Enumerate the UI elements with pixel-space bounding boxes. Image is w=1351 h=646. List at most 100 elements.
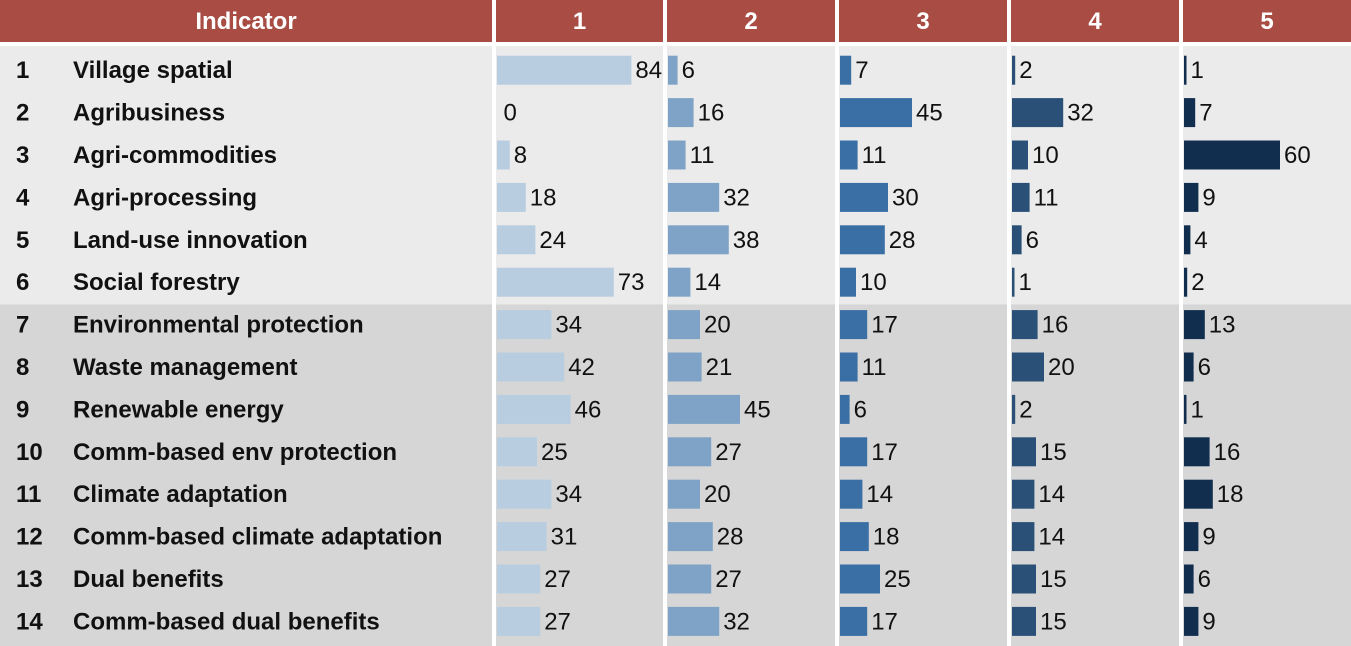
bar-col-5 (1184, 479, 1213, 509)
bar-col-3 (840, 394, 850, 424)
table-row: 8 Waste management 42 21 11 20 6 (16, 352, 1211, 382)
value-label: 30 (892, 184, 919, 211)
bar-col-3 (840, 140, 858, 170)
value-label: 84 (635, 57, 662, 84)
bar-col-5 (1184, 310, 1205, 340)
value-label: 16 (1214, 439, 1241, 466)
value-label: 27 (715, 439, 742, 466)
value-label: 11 (862, 142, 887, 169)
row-number: 10 (16, 439, 43, 466)
value-label: 25 (884, 566, 911, 593)
bar-col-2 (668, 267, 691, 297)
value-label: 17 (871, 439, 898, 466)
value-label: 2 (1019, 396, 1032, 423)
value-label: 18 (530, 184, 557, 211)
value-label: 6 (1026, 227, 1039, 254)
bar-col-4 (1012, 394, 1016, 424)
table-row: 14 Comm-based dual benefits 27 32 17 15 9 (16, 606, 1216, 636)
bar-col-1 (497, 522, 547, 552)
indicator-label: Agri-processing (73, 184, 257, 211)
table-row: 4 Agri-processing 18 32 30 11 9 (16, 182, 1216, 212)
bar-col-2 (668, 437, 712, 467)
bar-col-1 (497, 182, 526, 212)
bar-col-4 (1012, 140, 1028, 170)
header-divider (0, 42, 1351, 46)
bar-col-1 (497, 606, 541, 636)
row-number: 8 (16, 354, 29, 381)
indicator-label: Waste management (73, 354, 298, 381)
value-label: 20 (704, 312, 731, 339)
bar-col-5 (1184, 352, 1194, 382)
value-label: 73 (618, 269, 645, 296)
table-header: Indicator 1 2 3 4 5 (0, 0, 1351, 42)
bar-col-4 (1012, 479, 1035, 509)
value-label: 24 (539, 227, 566, 254)
value-label: 1 (1019, 269, 1032, 296)
indicator-label: Environmental protection (73, 312, 364, 339)
value-label: 28 (889, 227, 916, 254)
value-label: 11 (690, 142, 715, 169)
indicator-label: Renewable energy (73, 396, 284, 423)
bar-col-5 (1184, 606, 1199, 636)
bar-col-1 (497, 564, 541, 594)
bar-col-4 (1012, 437, 1036, 467)
bar-col-3 (840, 98, 912, 128)
bar-col-5 (1184, 182, 1199, 212)
bar-col-4 (1012, 98, 1064, 128)
bar-col-4 (1012, 267, 1015, 297)
indicator-label: Comm-based dual benefits (73, 608, 380, 635)
value-label: 14 (694, 269, 721, 296)
bar-col-1 (497, 394, 571, 424)
value-label: 16 (1042, 312, 1069, 339)
bar-col-3 (840, 55, 852, 85)
value-label: 17 (871, 608, 898, 635)
value-label: 46 (575, 396, 602, 423)
bar-col-2 (668, 352, 702, 382)
bar-col-5 (1184, 98, 1196, 128)
bar-col-5 (1184, 55, 1187, 85)
bar-col-3 (840, 606, 868, 636)
value-label: 27 (544, 566, 571, 593)
bar-col-2 (668, 310, 700, 340)
value-label: 6 (1198, 566, 1211, 593)
header-column-label: 2 (744, 8, 757, 35)
bar-col-2 (668, 479, 700, 509)
value-label: 15 (1040, 439, 1067, 466)
value-label: 6 (1198, 354, 1211, 381)
bar-col-5 (1184, 394, 1187, 424)
table-row: 10 Comm-based env protection 25 27 17 15 16 (16, 437, 1241, 467)
indicator-label: Dual benefits (73, 566, 224, 593)
value-label: 27 (544, 608, 571, 635)
value-label: 1 (1191, 396, 1204, 423)
column-separator (492, 0, 496, 646)
table-row: 13 Dual benefits 27 27 25 15 6 (16, 564, 1211, 594)
header-column-label: 1 (573, 8, 586, 35)
table-background (0, 46, 1351, 646)
value-label: 10 (860, 269, 887, 296)
value-label: 20 (704, 481, 731, 508)
table-row: 11 Climate adaptation 34 20 14 14 18 (16, 479, 1244, 509)
row-number: 1 (16, 57, 29, 84)
bar-col-1 (497, 352, 565, 382)
value-label: 34 (555, 481, 582, 508)
indicator-label: Village spatial (73, 57, 233, 84)
header-cell-indicator (0, 0, 492, 42)
value-label: 45 (744, 396, 771, 423)
bar-col-4 (1012, 564, 1036, 594)
bar-col-2 (668, 394, 740, 424)
value-label: 11 (1034, 184, 1059, 211)
bar-col-4 (1012, 225, 1022, 255)
value-label: 34 (555, 312, 582, 339)
value-label: 7 (855, 57, 868, 84)
indicator-label: Climate adaptation (73, 481, 288, 508)
bar-col-2 (668, 140, 686, 170)
value-label: 32 (1067, 100, 1094, 127)
value-label: 8 (514, 142, 527, 169)
value-label: 38 (733, 227, 760, 254)
bar-col-3 (840, 352, 858, 382)
row-number: 9 (16, 396, 29, 423)
value-label: 15 (1040, 566, 1067, 593)
header-column-label: 5 (1260, 8, 1273, 35)
bar-col-3 (840, 479, 863, 509)
value-label: 14 (1038, 481, 1065, 508)
